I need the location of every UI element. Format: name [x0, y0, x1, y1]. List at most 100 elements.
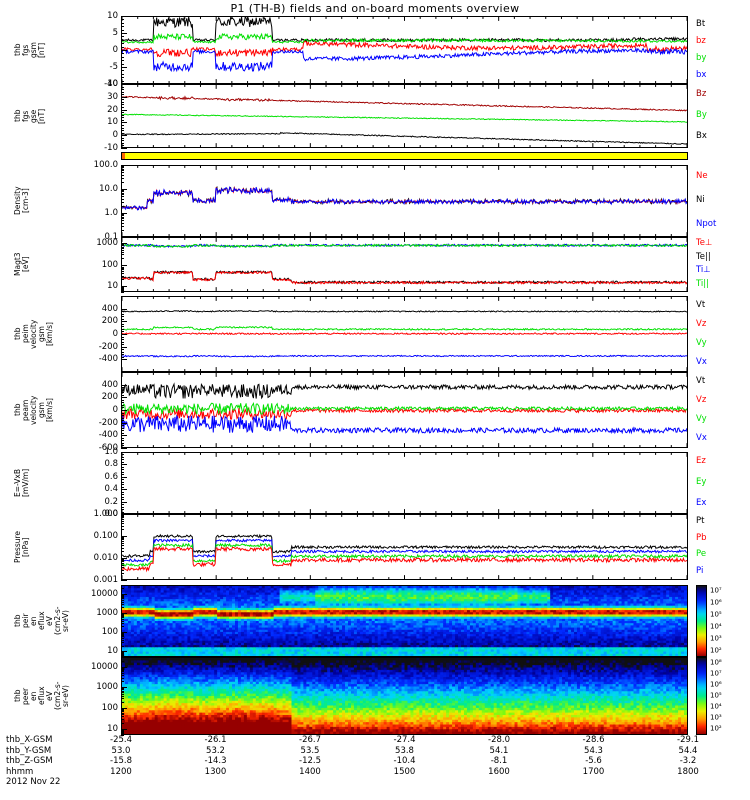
- legend-peam-velocity-Vt: Vt: [696, 375, 706, 386]
- y-tickmark: [121, 243, 127, 245]
- y-minor-tick: [121, 432, 124, 434]
- y-minor-tick: [121, 729, 124, 731]
- y-minor-tick: [121, 194, 124, 196]
- y-minor-tick: [121, 420, 124, 422]
- y-tickmark: [121, 666, 127, 668]
- y-minor-tick: [121, 733, 124, 735]
- y-minor-tick: [121, 469, 124, 471]
- y-tick-pressure-2: 0.010: [93, 552, 118, 563]
- y-tickmark: [121, 213, 127, 214]
- y-minor-tick: [121, 218, 124, 220]
- legend-e-field-Ez: Ez: [696, 456, 706, 467]
- y-tickmark: [121, 67, 127, 68]
- y-minor-tick: [121, 177, 124, 179]
- colorbar-tick: 10⁴: [710, 702, 722, 711]
- x-tick-y_gsm-3: 53.8: [395, 745, 414, 756]
- y-minor-tick: [121, 701, 124, 703]
- panel-fgs-gse: [121, 84, 688, 148]
- y-minor-tick: [121, 491, 124, 493]
- y-minor-tick: [121, 716, 124, 718]
- y-tick-fgs-gsm-2: 0: [112, 44, 118, 55]
- y-minor-tick: [121, 43, 124, 45]
- y-minor-tick: [121, 19, 124, 21]
- y-tick-peir-spectrogram-1: 1000: [96, 607, 118, 618]
- y-tick-e-field-5: 0.0: [104, 508, 118, 519]
- y-minor-tick: [121, 174, 124, 176]
- y-minor-tick: [121, 539, 124, 541]
- y-minor-tick: [121, 520, 124, 522]
- legend-fgs-gse-By: By: [696, 110, 707, 120]
- y-minor-tick: [121, 412, 124, 414]
- y-minor-tick: [121, 481, 124, 483]
- y-minor-tick: [121, 440, 124, 442]
- x-axis-date: 2012 Nov 22: [6, 777, 61, 787]
- x-tick-hhmm-5: 1700: [582, 766, 605, 777]
- y-tickmark: [121, 410, 127, 411]
- x-tick-hhmm-2: 1400: [299, 766, 321, 777]
- panel-density: [121, 165, 688, 237]
- legend-peim-velocity-Vy: Vy: [696, 337, 707, 348]
- y-minor-tick: [121, 63, 124, 65]
- y-minor-tick: [121, 730, 124, 732]
- panel-peim-velocity: [121, 296, 688, 372]
- y-minor-tick: [121, 243, 124, 245]
- y-tickmark: [121, 384, 127, 386]
- legend-pressure-Pe: Pe: [696, 549, 707, 560]
- y-minor-tick: [121, 26, 124, 28]
- x-tick-z_gsm-1: -14.3: [204, 756, 227, 766]
- y-minor-tick: [121, 536, 124, 537]
- y-minor-tick: [121, 89, 124, 91]
- y-minor-tick: [121, 580, 124, 581]
- state-bar: [121, 152, 688, 160]
- y-minor-tick: [121, 60, 124, 62]
- y-tick-peir-spectrogram-2: 100: [101, 626, 118, 637]
- x-tick-x_gsm-3: -27.4: [393, 735, 416, 745]
- y-minor-tick: [121, 597, 124, 599]
- y-tick-e-field-0: 1.0: [104, 446, 118, 457]
- y-tick-peer-spectrogram-2: 100: [101, 702, 118, 713]
- y-tick-peer-spectrogram-1: 1000: [96, 682, 118, 693]
- y-minor-tick: [121, 246, 124, 248]
- y-minor-tick: [121, 506, 124, 508]
- y-minor-tick: [121, 279, 124, 281]
- y-minor-tick: [121, 313, 124, 315]
- y-minor-tick: [121, 558, 124, 559]
- y-minor-tick: [121, 216, 124, 218]
- y-minor-tick: [121, 471, 124, 473]
- y-minor-tick: [121, 618, 124, 620]
- panel-pressure: [121, 514, 688, 580]
- x-tick-x_gsm-0: -25.4: [110, 735, 132, 745]
- x-axis-row-label-3: hhmm: [6, 766, 34, 777]
- panel-e-field: [121, 452, 688, 514]
- y-tick-fgs-gse-3: 10: [107, 117, 118, 128]
- plot-area-fgs-gsm: [122, 17, 687, 83]
- y-minor-tick: [121, 681, 124, 683]
- legend-peim-velocity-Vt: Vt: [696, 299, 706, 310]
- y-minor-tick: [121, 718, 124, 720]
- y-tick-peam-velocity-1: 200: [101, 392, 118, 403]
- x-tick-x_gsm-4: -28.0: [488, 735, 510, 745]
- y-minor-tick: [121, 269, 124, 271]
- legend-pressure-Pi: Pi: [696, 565, 704, 576]
- y-minor-tick: [121, 623, 124, 625]
- y-minor-tick: [121, 517, 124, 519]
- y-minor-tick: [121, 137, 124, 139]
- y-minor-tick: [121, 652, 124, 654]
- y-minor-tick: [121, 613, 124, 615]
- plot-area-density: [122, 166, 687, 236]
- y-minor-tick: [121, 698, 124, 700]
- y-minor-tick: [121, 415, 124, 417]
- y-minor-tick: [121, 614, 124, 616]
- y-minor-tick: [121, 442, 124, 444]
- y-tickmark: [121, 334, 127, 335]
- y-minor-tick: [121, 53, 124, 55]
- y-minor-tick: [121, 514, 124, 515]
- y-minor-tick: [121, 645, 124, 647]
- y-minor-tick: [121, 114, 124, 116]
- y-minor-tick: [121, 425, 124, 427]
- y-minor-tick: [121, 205, 124, 207]
- x-tick-x_gsm-2: -26.7: [299, 735, 321, 745]
- y-minor-tick: [121, 474, 124, 476]
- y-minor-tick: [121, 504, 124, 506]
- y-tickmark: [121, 285, 127, 287]
